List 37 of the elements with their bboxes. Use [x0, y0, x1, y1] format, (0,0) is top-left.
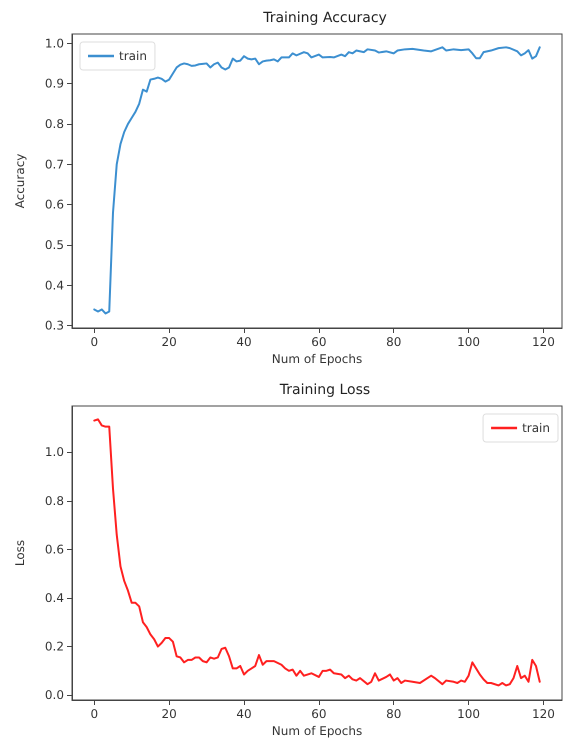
y-tick-label: 0.8 — [44, 116, 64, 131]
x-tick-label: 100 — [457, 707, 480, 721]
x-tick-label: 60 — [311, 707, 327, 721]
y-tick-label: 0.6 — [44, 198, 64, 212]
x-tick-label: 60 — [311, 335, 327, 349]
y-tick-label: 0.5 — [44, 238, 64, 252]
x-tick-label: 120 — [532, 335, 555, 349]
x-axis-title: Num of Epochs — [272, 352, 362, 366]
y-tick-label: 0.9 — [44, 76, 64, 91]
x-tick-label: 120 — [532, 707, 555, 721]
x-tick-label: 0 — [90, 707, 98, 721]
y-tick-label: 0.7 — [44, 157, 64, 172]
y-tick-label: 0.0 — [44, 688, 64, 702]
x-axis-title: Num of Epochs — [272, 724, 362, 738]
y-tick-label: 0.4 — [44, 278, 64, 292]
x-tick-label: 0 — [90, 335, 98, 349]
y-tick-label: 1.0 — [44, 445, 64, 460]
x-tick-label: 80 — [386, 707, 402, 721]
y-tick-label: 1.0 — [44, 36, 64, 50]
line-series — [93, 46, 541, 314]
y-tick-label: 0.2 — [44, 640, 64, 654]
y-axis-title: Accuracy — [13, 154, 27, 208]
chart-title: Training Accuracy — [262, 10, 387, 26]
y-tick-label: 0.6 — [44, 542, 64, 556]
x-tick-label: 80 — [386, 335, 402, 349]
chart-title: Training Loss — [278, 382, 370, 398]
y-tick-label: 0.4 — [44, 590, 64, 605]
x-tick-label: 40 — [236, 707, 252, 721]
y-tick-label: 0.3 — [44, 318, 64, 333]
legend-label: train — [119, 49, 147, 63]
legend-label: train — [522, 421, 550, 435]
y-axis-title: Loss — [13, 540, 27, 566]
x-tick-label: 20 — [162, 335, 177, 349]
x-tick-label: 20 — [162, 707, 177, 721]
x-tick-label: 40 — [236, 335, 252, 349]
y-tick-label: 0.8 — [44, 494, 64, 508]
x-tick-label: 100 — [457, 335, 480, 349]
